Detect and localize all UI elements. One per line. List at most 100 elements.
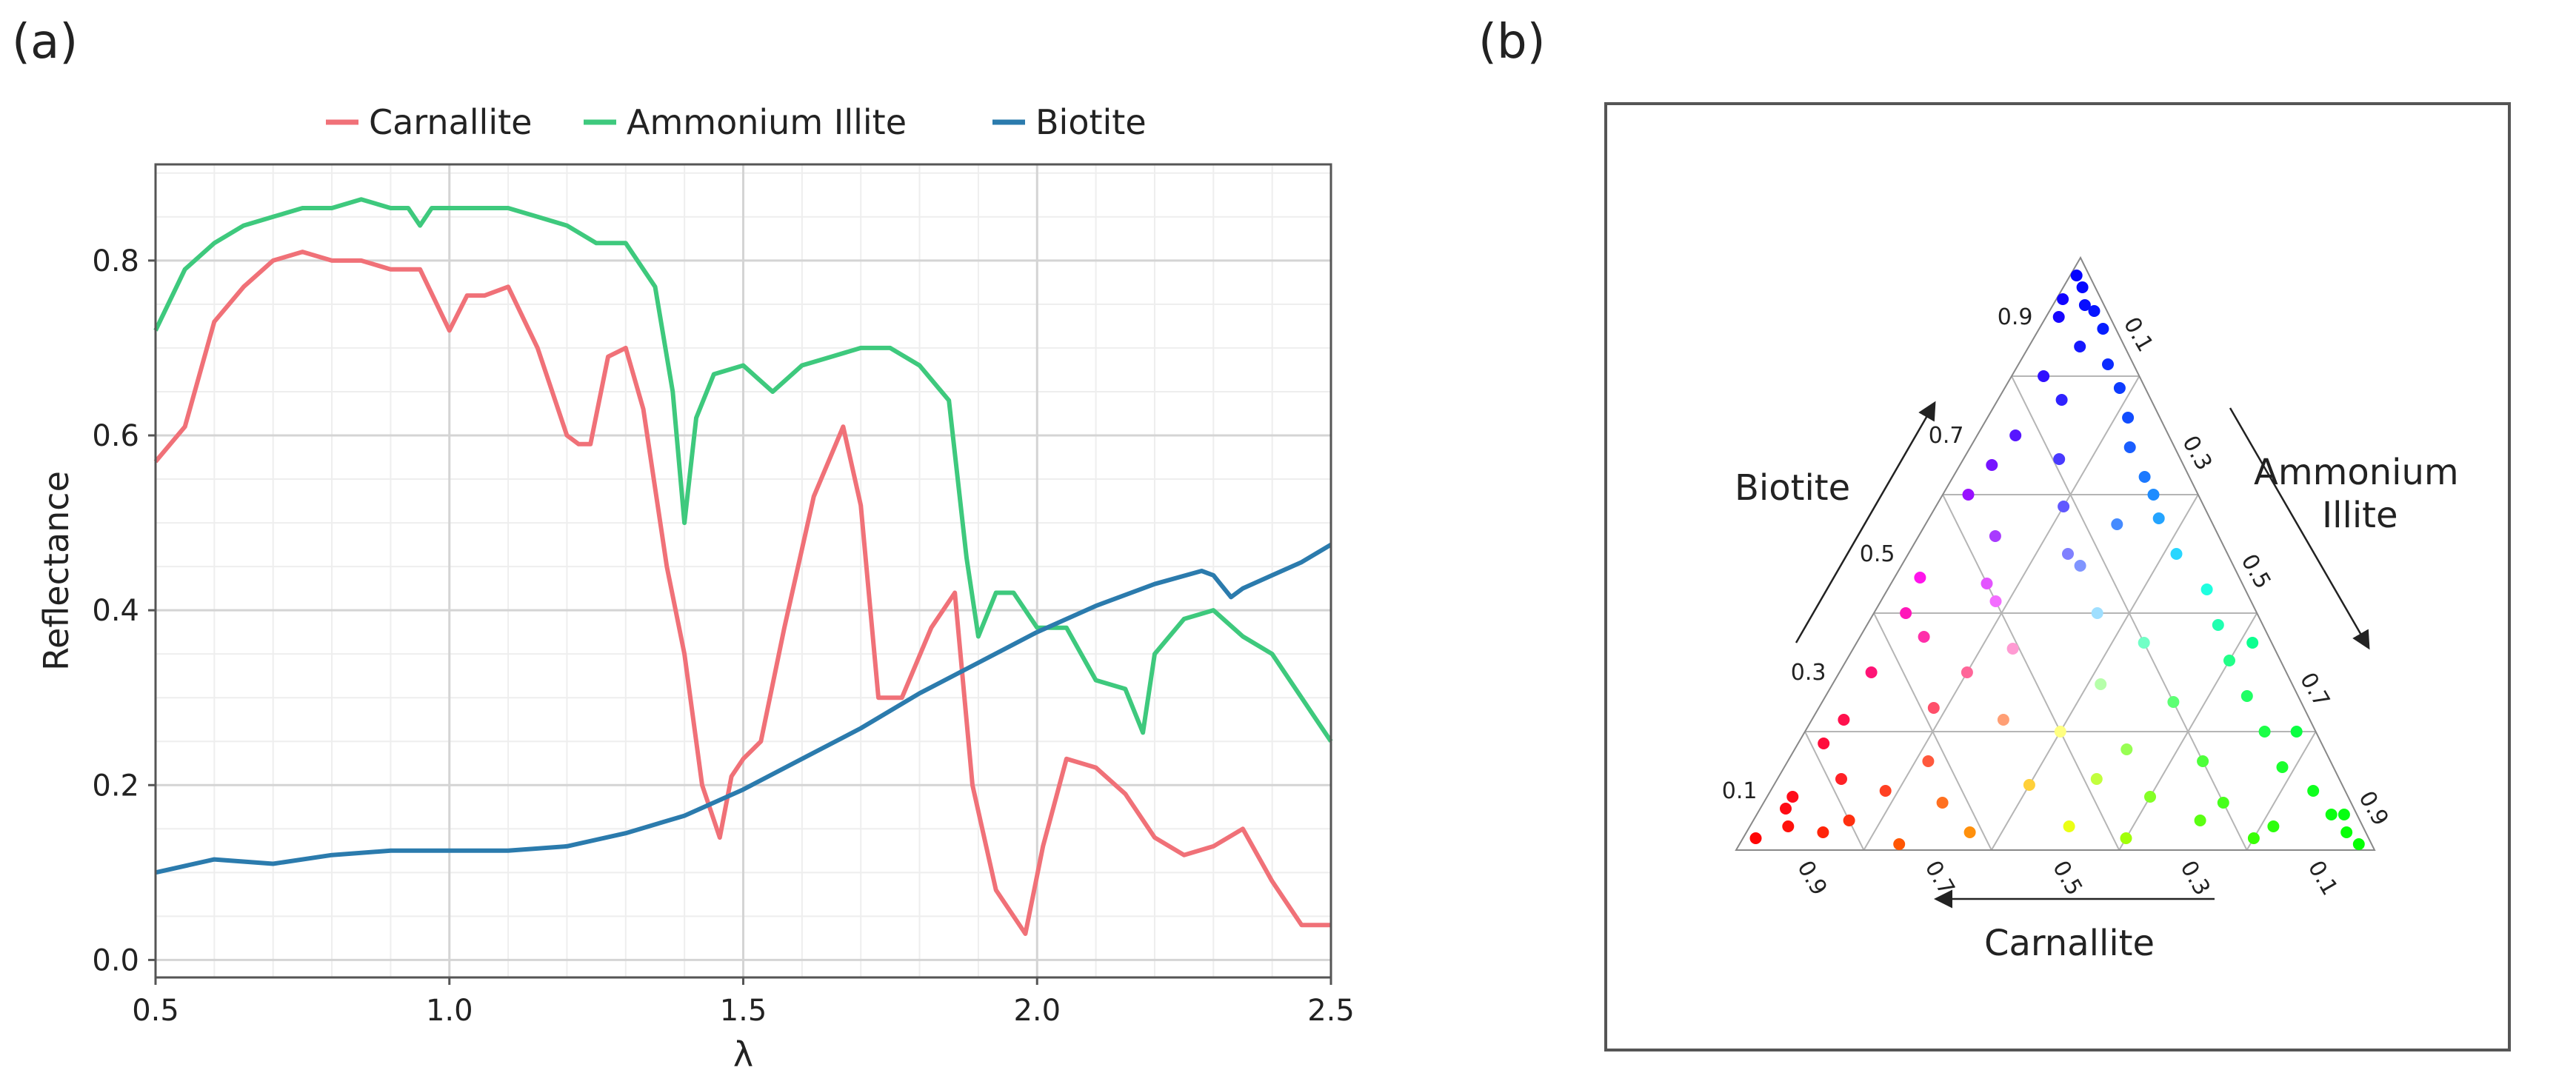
biotite-tick-label: 0.7 <box>1929 423 1964 449</box>
ternary-point <box>1936 797 1949 809</box>
ternary-point <box>2070 270 2083 281</box>
ternary-point <box>2074 341 2086 352</box>
ternary-point <box>2009 429 2022 441</box>
series-line-biotite <box>155 543 1332 875</box>
ternary-point <box>1962 489 1975 501</box>
y-tick-label: 0.6 <box>92 419 139 453</box>
ternary-point <box>2352 838 2365 850</box>
ternary-point <box>2338 809 2350 820</box>
ternary-point <box>2123 441 2136 453</box>
x-tick-label: 1.0 <box>426 994 473 1028</box>
ternary-point <box>1865 666 1878 678</box>
ternary-point <box>2223 655 2235 666</box>
ternary-point <box>1922 755 1935 767</box>
ternary-point <box>2090 773 2103 785</box>
illite-axis-title-line2: Illite <box>2322 495 2398 536</box>
ternary-point <box>2006 643 2019 655</box>
ternary-point <box>2078 299 2091 311</box>
ternary-point <box>1749 832 1762 844</box>
ternary-point <box>1782 820 1795 832</box>
ternary-point <box>2122 412 2135 424</box>
ternary-point <box>1989 595 2002 607</box>
y-tick-label: 0.2 <box>92 769 139 803</box>
ternary-point <box>1879 785 1892 797</box>
ternary-gridline <box>2246 731 2317 851</box>
ternary-point <box>2194 815 2206 826</box>
ternary-point <box>2197 755 2209 767</box>
ternary-point <box>2097 323 2109 335</box>
panel-b-label: (b) <box>1478 15 1546 70</box>
ternary-point <box>2054 726 2066 738</box>
carnallite-axis-title: Carnallite <box>1984 923 2155 964</box>
ternary-point <box>1963 826 1976 838</box>
ternary-point <box>2076 281 2089 293</box>
ternary-point <box>2152 512 2165 524</box>
y-tick-label: 0.8 <box>92 244 139 278</box>
ternary-point <box>2088 305 2100 317</box>
ternary-point <box>1835 773 1847 785</box>
ternary-point <box>2258 726 2271 738</box>
ternary-point <box>1780 803 1792 815</box>
ternary-point <box>2052 311 2065 323</box>
ternary-point <box>2058 501 2070 512</box>
ternary-point <box>2063 820 2075 832</box>
ternary-point <box>1961 666 1973 678</box>
ternary-point <box>2053 453 2066 465</box>
ternary-gridline <box>1990 494 2199 851</box>
ternary-point <box>2290 726 2303 738</box>
ternary-point <box>2267 820 2280 832</box>
ternary-point <box>2240 690 2253 702</box>
ternary-point <box>2120 743 2133 755</box>
ternary-point <box>2147 489 2160 501</box>
ternary-point <box>2307 785 2320 797</box>
ternary-point <box>2144 791 2156 803</box>
ternary-point <box>1843 815 1855 826</box>
ternary-point <box>1997 714 2009 726</box>
ternary-point <box>2138 637 2150 649</box>
ternary-point <box>2038 370 2050 382</box>
ternary-gridline <box>1942 494 2120 851</box>
ternary-point <box>2167 696 2180 708</box>
ternary-point <box>2074 560 2086 572</box>
ternary-point <box>2057 293 2069 305</box>
biotite-tick-label: 0.9 <box>1998 304 2033 330</box>
legend-label: Carnallite <box>369 102 532 142</box>
x-tick-label: 1.5 <box>720 994 767 1028</box>
biotite-axis-title: Biotite <box>1735 467 1850 509</box>
ternary-point <box>1986 459 1998 471</box>
ternary-point <box>2340 826 2353 838</box>
ternary-point <box>2062 548 2074 560</box>
x-tick-label: 0.5 <box>132 994 179 1028</box>
x-tick-label: 2.5 <box>1307 994 1355 1028</box>
legend-label: Ammonium Illite <box>627 102 907 142</box>
legend-label: Biotite <box>1035 102 1147 142</box>
ternary-point <box>2212 619 2224 631</box>
ternary-point <box>1900 607 1912 619</box>
series-line-carnallite <box>153 250 1331 936</box>
illite-arrow <box>2229 407 2370 650</box>
ternary-point <box>2091 607 2103 619</box>
ternary-point <box>1786 791 1799 803</box>
ternary-gridline <box>1873 612 1992 851</box>
ternary-point <box>2111 518 2123 530</box>
y-tick-label: 0.0 <box>92 943 139 977</box>
ternary-point <box>1918 631 1930 643</box>
x-tick-label: 2.0 <box>1013 994 1061 1028</box>
ternary-point <box>2055 394 2068 406</box>
ternary-gridline <box>1804 731 1865 851</box>
panel-b-frame <box>1604 102 2511 1051</box>
ternary-point <box>2200 584 2213 595</box>
series-line-ammonium-illite <box>153 197 1333 743</box>
ternary-point <box>2276 761 2289 773</box>
ternary-point <box>2217 797 2229 809</box>
ternary-point <box>2095 678 2107 690</box>
illite-axis-title-line1: Ammonium <box>2254 452 2459 493</box>
ternary-point <box>1989 530 2001 542</box>
ternary-point <box>1817 826 1829 838</box>
ternary-outline <box>1735 255 2376 851</box>
y-axis-title: Reflectance <box>36 471 76 671</box>
ternary-point <box>1818 738 1830 749</box>
ternary-point <box>1893 838 1906 850</box>
ternary-point <box>2102 358 2114 370</box>
